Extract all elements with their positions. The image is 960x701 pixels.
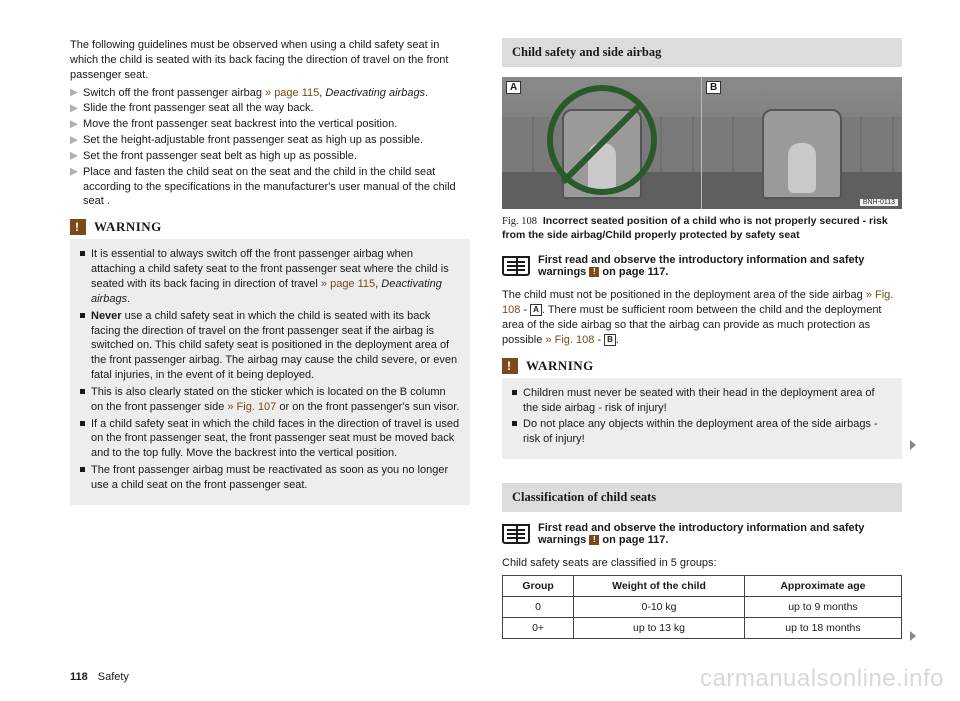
warning-icon: !	[589, 535, 599, 545]
warning-text: Never use a child safety seat in which t…	[91, 309, 460, 383]
warning-text: Children must never be seated with their…	[523, 386, 892, 416]
warning-item: It is essential to always switch off the…	[80, 247, 460, 306]
list-item: Place and fasten the child seat on the s…	[70, 165, 470, 210]
warning-box: Children must never be seated with their…	[502, 378, 902, 459]
page-footer: 118 Safety	[70, 671, 129, 683]
read-first-note: First read and observe the introductory …	[502, 522, 902, 546]
footer-section: Safety	[98, 671, 129, 683]
list-text: Switch off the front passenger airbag » …	[83, 86, 428, 101]
intro-paragraph: The following guidelines must be observe…	[70, 38, 470, 83]
square-bullet-icon	[80, 313, 85, 318]
warning-header: WARNING	[70, 219, 470, 235]
table-cell: up to 9 months	[744, 596, 901, 617]
warning-text: If a child safety seat in which the chil…	[91, 417, 460, 462]
table-header: Approximate age	[744, 575, 901, 596]
left-column: The following guidelines must be observe…	[70, 38, 470, 639]
prohibited-icon	[547, 85, 657, 195]
warning-label: WARNING	[94, 219, 162, 235]
square-bullet-icon	[80, 421, 85, 426]
right-column: Child safety and side airbag A B BNH-011…	[502, 38, 902, 639]
warning-item: Do not place any objects within the depl…	[512, 417, 892, 447]
square-bullet-icon	[512, 390, 517, 395]
warning-text: It is essential to always switch off the…	[91, 247, 460, 306]
book-icon	[502, 256, 530, 276]
warning-item: Children must never be seated with their…	[512, 386, 892, 416]
warning-text: This is also clearly stated on the stick…	[91, 385, 460, 415]
body-paragraph: The child must not be positioned in the …	[502, 288, 902, 347]
square-bullet-icon	[80, 467, 85, 472]
list-text: Slide the front passenger seat all the w…	[83, 101, 314, 116]
figure-code: BNH-0113	[860, 199, 898, 206]
warning-text: The front passenger airbag must be react…	[91, 463, 460, 493]
table-header-row: Group Weight of the child Approximate ag…	[503, 575, 902, 596]
warning-item: This is also clearly stated on the stick…	[80, 385, 460, 415]
list-text: Move the front passenger seat backrest i…	[83, 117, 397, 132]
warning-text: Do not place any objects within the depl…	[523, 417, 892, 447]
chevron-icon	[70, 120, 78, 128]
warning-icon	[70, 219, 86, 235]
square-bullet-icon	[80, 389, 85, 394]
figure-caption: Fig. 108 Incorrect seated position of a …	[502, 215, 902, 242]
chevron-icon	[70, 104, 78, 112]
warning-item: Never use a child safety seat in which t…	[80, 309, 460, 383]
table-header: Weight of the child	[574, 575, 745, 596]
square-bullet-icon	[80, 251, 85, 256]
figure-108: A B BNH-0113	[502, 77, 902, 209]
read-first-text: First read and observe the introductory …	[538, 254, 902, 278]
warning-item: If a child safety seat in which the chil…	[80, 417, 460, 462]
continuation-marker-icon	[910, 440, 916, 450]
table-header: Group	[503, 575, 574, 596]
warning-label: WARNING	[526, 358, 594, 374]
figure-tag-a: A	[506, 81, 521, 94]
table-cell: 0+	[503, 617, 574, 638]
square-bullet-icon	[512, 421, 517, 426]
list-item: Set the front passenger seat belt as hig…	[70, 149, 470, 164]
warning-item: The front passenger airbag must be react…	[80, 463, 460, 493]
chevron-icon	[70, 168, 78, 176]
continuation-marker-icon	[910, 631, 916, 641]
guideline-list: Switch off the front passenger airbag » …	[70, 86, 470, 210]
section-heading: Classification of child seats	[502, 483, 902, 512]
warning-icon: !	[589, 267, 599, 277]
figure-panel-b	[702, 77, 902, 209]
table-row: 0+ up to 13 kg up to 18 months	[503, 617, 902, 638]
warning-box: It is essential to always switch off the…	[70, 239, 470, 505]
table-cell: up to 13 kg	[574, 617, 745, 638]
table-row: 0 0-10 kg up to 9 months	[503, 596, 902, 617]
table-cell: 0	[503, 596, 574, 617]
figure-tag-b: B	[706, 81, 721, 94]
page-number: 118	[70, 671, 88, 683]
book-icon	[502, 524, 530, 544]
section-heading: Child safety and side airbag	[502, 38, 902, 67]
list-item: Move the front passenger seat backrest i…	[70, 117, 470, 132]
watermark: carmanualsonline.info	[700, 665, 944, 693]
chevron-icon	[70, 89, 78, 97]
read-first-note: First read and observe the introductory …	[502, 254, 902, 278]
table-cell: 0-10 kg	[574, 596, 745, 617]
chevron-icon	[70, 136, 78, 144]
list-text: Place and fasten the child seat on the s…	[83, 165, 470, 210]
list-text: Set the height-adjustable front passenge…	[83, 133, 423, 148]
list-item: Slide the front passenger seat all the w…	[70, 101, 470, 116]
table-cell: up to 18 months	[744, 617, 901, 638]
list-item: Set the height-adjustable front passenge…	[70, 133, 470, 148]
warning-icon	[502, 358, 518, 374]
list-item: Switch off the front passenger airbag » …	[70, 86, 470, 101]
list-text: Set the front passenger seat belt as hig…	[83, 149, 357, 164]
page-columns: The following guidelines must be observe…	[0, 0, 960, 639]
figure-panel-a	[502, 77, 702, 209]
read-first-text: First read and observe the introductory …	[538, 522, 902, 546]
warning-header: WARNING	[502, 358, 902, 374]
classification-intro: Child safety seats are classified in 5 g…	[502, 556, 902, 571]
chevron-icon	[70, 152, 78, 160]
classification-table: Group Weight of the child Approximate ag…	[502, 575, 902, 639]
